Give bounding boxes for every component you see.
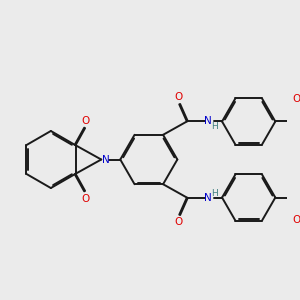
- Text: H: H: [211, 189, 218, 198]
- Text: O: O: [174, 217, 182, 227]
- Text: H: H: [211, 122, 218, 131]
- Text: O: O: [292, 94, 300, 104]
- Text: O: O: [81, 116, 89, 125]
- Text: O: O: [174, 92, 182, 102]
- Text: O: O: [81, 194, 89, 203]
- Text: N: N: [102, 154, 110, 164]
- Text: N: N: [204, 116, 212, 125]
- Text: O: O: [292, 215, 300, 225]
- Text: N: N: [204, 194, 212, 203]
